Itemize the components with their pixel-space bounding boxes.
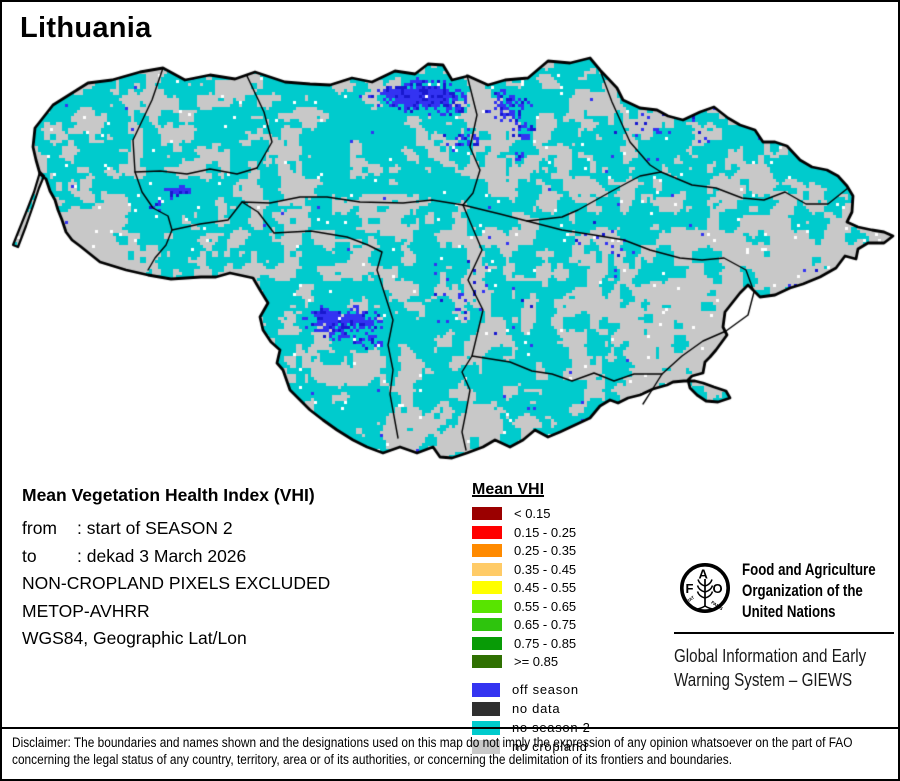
info-note-cropland: NON-CROPLAND PIXELS EXCLUDED — [22, 573, 331, 593]
legend-swatch — [472, 525, 502, 539]
legend-label: 0.25 - 0.35 — [514, 543, 577, 558]
legend-label: no data — [512, 701, 561, 716]
legend-row: no cropland — [472, 739, 591, 754]
legend-row: < 0.15 — [472, 506, 591, 521]
legend: Mean VHI < 0.15 0.15 - 0.25 0.25 - 0.35 … — [472, 481, 591, 758]
fao-letter-o: O — [713, 581, 723, 596]
legend-swatch — [472, 618, 502, 631]
legend-status-classes: off season no data no season 2 no cropla… — [472, 682, 591, 754]
legend-swatch — [472, 636, 502, 650]
legend-label: 0.35 - 0.45 — [514, 561, 577, 577]
fao-motto-panis: PANIS — [710, 600, 724, 612]
giews-name: Global Information and Early Warning Sys… — [674, 644, 867, 691]
legend-swatch — [472, 562, 502, 576]
fao-name-line: Organization of the — [742, 581, 863, 600]
info-to-line: to : dekad 3 March 2026 — [22, 546, 330, 566]
legend-swatch — [472, 544, 502, 557]
fao-block: F A O FIAT PANIS Food and Agriculture Or… — [674, 555, 894, 691]
legend-row: >= 0.85 — [472, 654, 591, 669]
legend-row: 0.25 - 0.35 — [472, 543, 591, 558]
fao-motto-fiat: FIAT — [685, 595, 696, 605]
legend-row: off season — [472, 682, 591, 697]
legend-title: Mean VHI — [472, 481, 545, 498]
legend-label: < 0.15 — [514, 506, 551, 521]
info-note-sensor: METOP-AVHRR — [22, 600, 150, 621]
legend-row: no data — [472, 701, 591, 716]
fao-letter-a: A — [699, 567, 709, 582]
giews-line: Global Information and Early — [674, 645, 867, 666]
legend-label: 0.65 - 0.75 — [514, 617, 577, 632]
legend-label: off season — [512, 682, 579, 697]
legend-row: 0.35 - 0.45 — [472, 562, 591, 577]
legend-vhi-classes: < 0.15 0.15 - 0.25 0.25 - 0.35 0.35 - 0.… — [472, 506, 591, 669]
legend-swatch — [472, 581, 502, 594]
legend-swatch — [472, 655, 502, 668]
legend-row: 0.75 - 0.85 — [472, 636, 591, 651]
legend-label: 0.75 - 0.85 — [514, 635, 577, 651]
legend-label: 0.55 - 0.65 — [514, 598, 577, 614]
legend-label: 0.15 - 0.25 — [514, 524, 577, 540]
legend-swatch — [472, 682, 500, 697]
disclaimer-text: Disclaimer: The boundaries and names sho… — [12, 734, 853, 768]
legend-row: 0.15 - 0.25 — [472, 525, 591, 540]
legend-swatch — [472, 599, 502, 613]
fao-letter-f: F — [686, 581, 694, 596]
disclaimer-line2: concerning the legal status of any count… — [12, 752, 733, 767]
fao-name-line: United Nations — [742, 602, 836, 621]
fao-header: F A O FIAT PANIS Food and Agriculture Or… — [674, 555, 894, 622]
info-to-label: to — [22, 545, 37, 566]
legend-label: 0.45 - 0.55 — [514, 580, 577, 595]
legend-swatch — [472, 701, 500, 716]
legend-row: 0.55 - 0.65 — [472, 599, 591, 614]
page-title: Lithuania — [20, 12, 152, 44]
fao-name: Food and Agriculture Organization of the… — [742, 559, 876, 622]
fao-divider — [674, 632, 894, 634]
legend-label: >= 0.85 — [514, 654, 559, 669]
fao-name-line: Food and Agriculture — [742, 560, 876, 579]
info-to-value: : dekad 3 March 2026 — [77, 545, 247, 566]
map-info-block: Mean Vegetation Health Index (VHI) from:… — [22, 485, 330, 656]
info-from-line: from : start of SEASON 2 — [22, 518, 330, 538]
info-from-value: : start of SEASON 2 — [77, 518, 233, 538]
legend-swatch — [472, 739, 500, 754]
legend-row: 0.65 - 0.75 — [472, 617, 591, 632]
disclaimer-bar: Disclaimer: The boundaries and names sho… — [2, 727, 898, 779]
info-from-label: from — [22, 518, 57, 538]
legend-row: 0.45 - 0.55 — [472, 580, 591, 595]
giews-line: Warning System – GIEWS — [674, 668, 853, 690]
disclaimer-line1: Disclaimer: The boundaries and names sho… — [12, 735, 853, 750]
legend-swatch — [472, 507, 502, 520]
fao-logo-icon: F A O FIAT PANIS — [679, 562, 731, 614]
info-heading: Mean Vegetation Health Index (VHI) — [22, 485, 315, 505]
legend-label: no cropland — [512, 739, 588, 754]
info-note-projection: WGS84, Geographic Lat/Lon — [22, 628, 247, 648]
